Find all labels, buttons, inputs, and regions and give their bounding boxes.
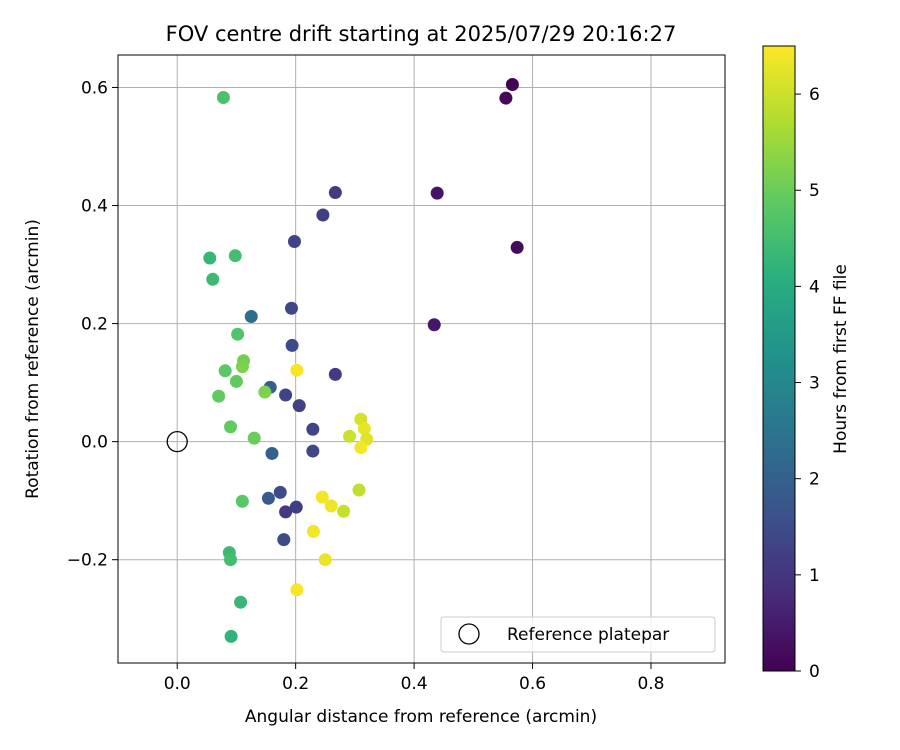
y-axis-ticks: −0.2 0.0 0.2 0.4 0.6 [67,78,118,571]
colorbar-tick-label: 1 [809,566,820,586]
data-point [357,422,371,436]
data-point [290,583,304,597]
data-point [316,208,330,222]
x-tick-label: 0.0 [164,674,191,694]
data-point [337,504,351,518]
data-point [279,388,293,402]
colorbar-tick-label: 2 [809,470,820,490]
data-point [212,389,226,403]
x-tick-label: 0.4 [401,674,428,694]
data-point [306,422,320,436]
data-point [505,78,519,92]
data-point [352,483,366,497]
colorbar: 0 1 2 3 4 5 6 Hours from first FF file [762,45,851,682]
data-point [318,553,332,567]
reference-marker [166,430,188,453]
data-point [287,235,301,249]
colorbar-gradient [762,45,796,672]
y-tick-label: 0.2 [81,315,108,335]
data-point [285,301,299,315]
colorbar-tick-label: 3 [809,374,820,394]
colorbar-tick-label: 6 [809,85,820,105]
reference-platepar-point [166,430,188,453]
x-tick-label: 0.8 [637,674,664,694]
data-point [277,533,291,547]
plot-frame [117,54,726,664]
x-tick-label: 0.2 [282,674,309,694]
data-point [234,595,248,609]
data-point [224,420,238,434]
data-point [229,374,243,388]
data-point [285,338,299,352]
x-axis-label: Angular distance from reference (arcmin) [245,707,597,727]
data-point [273,485,287,499]
legend-label: Reference platepar [507,625,669,645]
data-point [235,494,249,508]
data-point [499,91,513,105]
colorbar-label: Hours from first FF file [831,264,851,454]
data-point [224,553,238,567]
data-points [203,78,524,643]
data-point [228,249,242,263]
data-point [328,186,342,200]
data-point [279,505,293,519]
y-axis-label: Rotation from reference (arcmin) [23,219,43,499]
data-point [306,524,320,538]
x-tick-label: 0.6 [519,674,546,694]
y-tick-label: 0.0 [81,433,108,453]
data-point [328,367,342,381]
colorbar-ticks: 0 1 2 3 4 5 6 [795,85,820,682]
colorbar-tick-label: 0 [809,662,820,682]
colorbar-tick-label: 5 [809,181,820,201]
data-point [216,91,230,105]
data-point [206,272,220,286]
legend-marker-open-circle-icon [458,623,480,645]
y-tick-label: 0.4 [81,197,108,217]
data-point [244,309,258,323]
data-point [427,318,441,332]
grid [118,55,725,663]
data-point [324,499,338,513]
data-point [235,360,249,374]
data-point [218,364,232,378]
data-point [261,491,275,505]
data-point [292,399,306,413]
colorbar-tick-label: 4 [809,277,820,297]
x-axis-ticks: 0.0 0.2 0.4 0.6 0.8 [164,663,664,694]
y-tick-label: 0.6 [81,78,108,98]
data-point [258,385,272,399]
data-point [315,490,329,504]
data-point [289,500,303,514]
data-point [231,327,245,341]
data-point [510,240,524,254]
data-point [290,363,304,377]
data-point [306,444,320,458]
data-point [247,431,261,445]
y-tick-label: −0.2 [67,551,108,571]
data-point [203,251,217,265]
legend-box [440,616,716,653]
legend: Reference platepar [440,616,716,653]
chart-title: FOV centre drift starting at 2025/07/29 … [166,22,677,46]
data-point [354,441,368,455]
data-point [343,429,357,443]
data-point [430,186,444,200]
data-point [265,446,279,460]
data-point [224,629,238,643]
